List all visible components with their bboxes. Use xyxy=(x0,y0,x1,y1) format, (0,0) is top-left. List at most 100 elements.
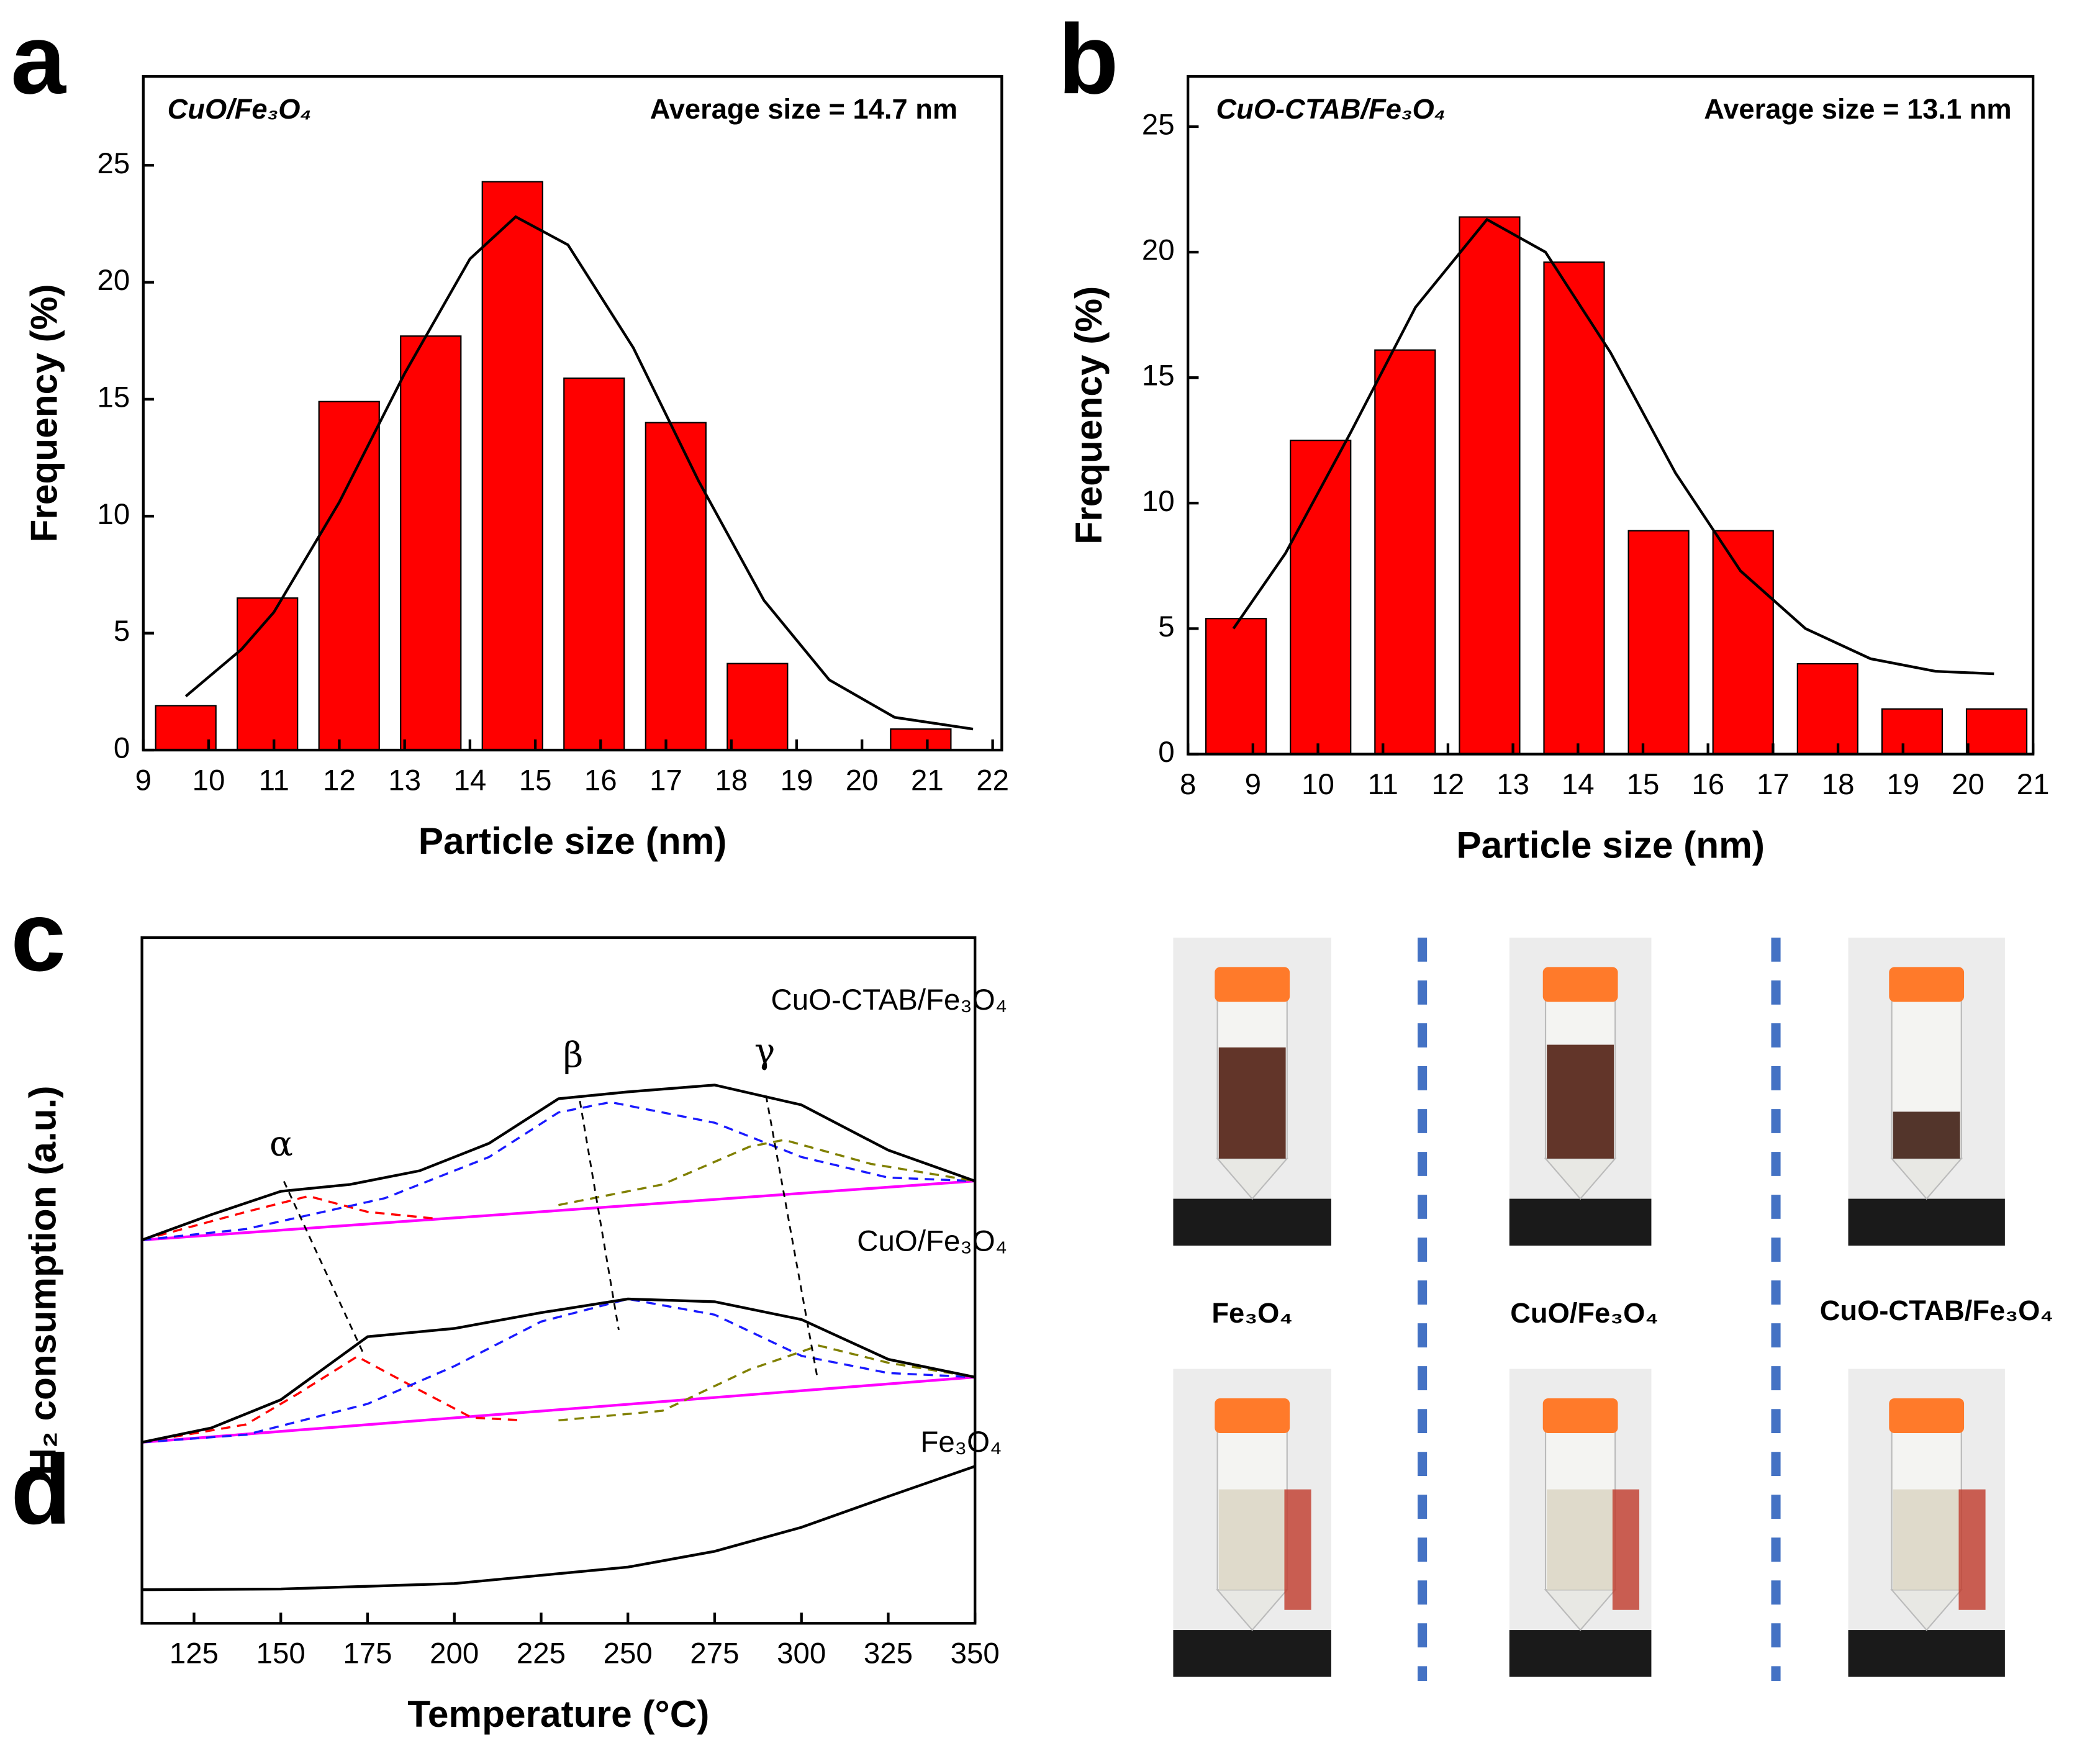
x-tick-label: 325 xyxy=(864,1637,913,1670)
bar xyxy=(726,663,789,751)
cap xyxy=(1542,967,1618,1002)
bar xyxy=(237,597,299,751)
cap xyxy=(1542,1398,1618,1434)
x-tick-label: 300 xyxy=(777,1637,826,1670)
y-tick-label: 15 xyxy=(1142,360,1175,392)
photo-floor xyxy=(1509,1198,1652,1246)
bar xyxy=(1796,663,1858,755)
line xyxy=(142,1375,975,1444)
x-tick-label: 17 xyxy=(649,764,682,797)
x-axis-label: Particle size (nm) xyxy=(1456,823,1765,866)
liquid xyxy=(1547,1489,1614,1590)
photo-floor xyxy=(1173,1630,1331,1677)
line xyxy=(141,1084,975,1242)
bar xyxy=(1712,530,1774,755)
y-tick-label: 25 xyxy=(97,147,130,180)
x-tick-label: 13 xyxy=(1496,768,1529,801)
cap xyxy=(1889,967,1965,1002)
line xyxy=(142,1179,975,1242)
bar xyxy=(400,335,462,751)
y-tick-label: 0 xyxy=(114,732,130,765)
x-tick-label: 225 xyxy=(517,1637,566,1670)
y-tick-label: 5 xyxy=(114,615,130,648)
y-axis-label: Frequency (%) xyxy=(22,284,65,543)
bar xyxy=(1459,216,1521,755)
x-tick-label: 18 xyxy=(1822,768,1855,801)
y-tick-label: 25 xyxy=(1142,108,1175,141)
panel-letter: b xyxy=(1058,4,1119,114)
annotation: β xyxy=(563,1036,583,1076)
guide-line xyxy=(283,1180,365,1356)
fit-curve xyxy=(184,215,974,731)
x-tick-label: 19 xyxy=(1886,768,1919,801)
annotation: Average size = 14.7 nm xyxy=(650,93,957,125)
annotation: Average size = 13.1 nm xyxy=(1704,93,2011,125)
bar xyxy=(1374,349,1436,755)
photo-label: CuO-CTAB/Fe₃O₄ xyxy=(1820,1295,2053,1326)
bar xyxy=(563,377,625,751)
x-tick-label: 21 xyxy=(911,764,944,797)
panel-letter: a xyxy=(11,4,66,114)
x-tick-label: 21 xyxy=(2017,768,2050,801)
cap xyxy=(1215,1398,1290,1434)
component-curve xyxy=(558,1344,975,1422)
guide-line xyxy=(765,1095,818,1376)
liquid xyxy=(1893,1489,1960,1590)
annotation: α xyxy=(269,1124,293,1164)
x-tick-label: 16 xyxy=(1691,768,1724,801)
line xyxy=(142,1465,975,1591)
annotation: CuO-CTAB/Fe₃O₄ xyxy=(1216,93,1445,125)
x-tick-label: 20 xyxy=(1952,768,1985,801)
x-tick-label: 9 xyxy=(1245,768,1261,801)
y-tick-label: 10 xyxy=(97,498,130,531)
x-tick-label: 10 xyxy=(192,764,225,797)
component-curve xyxy=(142,1101,975,1241)
x-tick-label: 14 xyxy=(453,764,486,797)
x-tick-label: 9 xyxy=(135,764,152,797)
x-tick-label: 15 xyxy=(519,764,552,797)
component-curve xyxy=(558,1138,975,1206)
x-tick-label: 14 xyxy=(1562,768,1595,801)
y-tick-label: 15 xyxy=(97,381,130,414)
annotation: γ xyxy=(754,1031,776,1072)
bar xyxy=(645,422,707,751)
bar xyxy=(1290,440,1352,755)
cap xyxy=(1889,1398,1965,1434)
magnet xyxy=(1612,1489,1640,1610)
y-tick-label: 20 xyxy=(1142,234,1175,267)
component-curve xyxy=(142,1298,975,1444)
bar xyxy=(1881,708,1944,755)
liquid xyxy=(1547,1044,1614,1159)
x-tick-label: 13 xyxy=(388,764,421,797)
bar xyxy=(318,401,380,751)
photo-floor xyxy=(1509,1630,1652,1677)
x-tick-label: 12 xyxy=(323,764,356,797)
x-tick-label: 19 xyxy=(781,764,813,797)
series-label: Fe₃O₄ xyxy=(920,1426,1002,1459)
component-curve xyxy=(142,1195,437,1241)
liquid xyxy=(1218,1047,1286,1159)
series-label: CuO/Fe₃O₄ xyxy=(857,1224,1007,1257)
x-tick-label: 17 xyxy=(1757,768,1790,801)
y-axis-label: Frequency (%) xyxy=(1067,286,1110,545)
x-tick-label: 200 xyxy=(430,1637,479,1670)
y-tick-label: 10 xyxy=(1142,485,1175,518)
x-tick-label: 18 xyxy=(715,764,748,797)
y-tick-label: 5 xyxy=(1158,610,1174,643)
x-tick-label: 16 xyxy=(584,764,617,797)
x-tick-label: 11 xyxy=(1368,768,1398,801)
plot-frame xyxy=(140,936,977,1625)
magnet xyxy=(1284,1489,1311,1610)
annotation: CuO/Fe₃O₄ xyxy=(168,93,312,125)
line xyxy=(142,1297,975,1444)
x-axis-label: Particle size (nm) xyxy=(419,820,727,862)
bar xyxy=(155,705,217,751)
x-tick-label: 275 xyxy=(690,1637,739,1670)
bar xyxy=(481,181,543,751)
y-tick-label: 20 xyxy=(97,264,130,297)
x-tick-label: 10 xyxy=(1301,768,1334,801)
x-tick-label: 8 xyxy=(1180,768,1196,801)
photo-floor xyxy=(1848,1198,2005,1246)
photo-label: Fe₃O₄ xyxy=(1211,1297,1293,1329)
